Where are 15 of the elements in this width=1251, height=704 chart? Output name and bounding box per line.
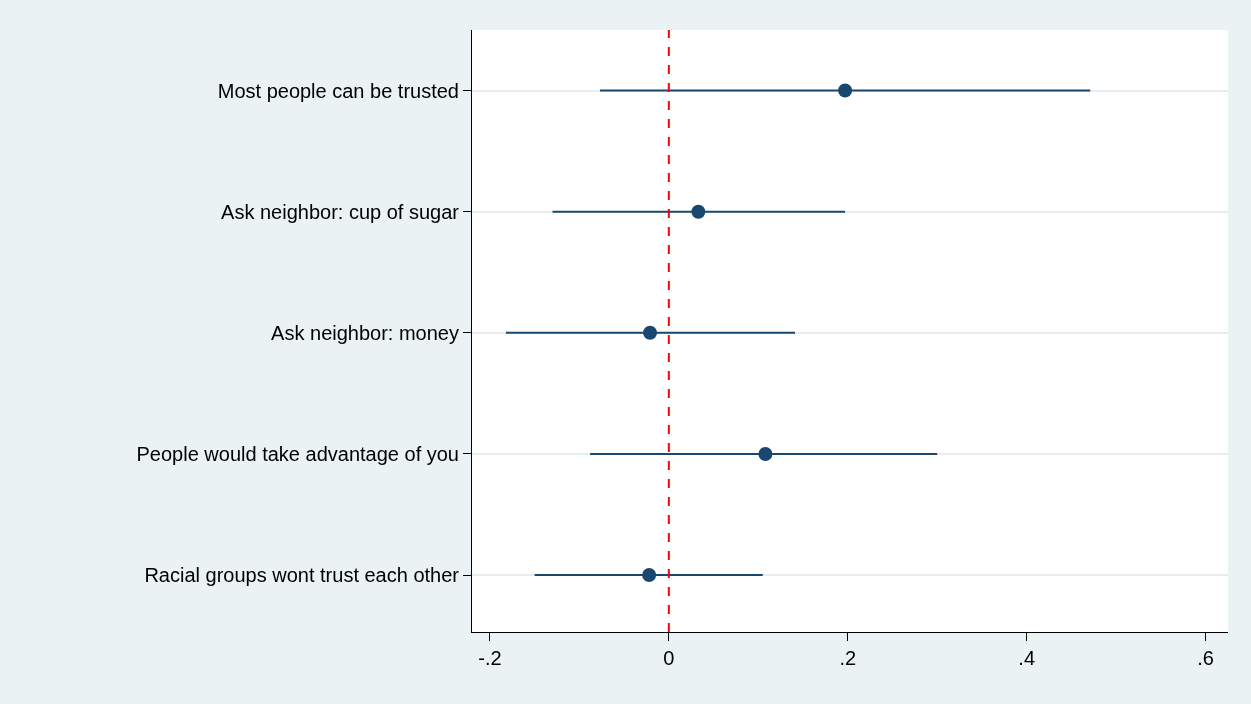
point <box>838 83 853 98</box>
point <box>642 568 657 583</box>
x-tick-label: -.2 <box>478 647 502 669</box>
y-tick-label: Ask neighbor: money <box>271 321 459 344</box>
x-tick-label: 0 <box>663 647 675 669</box>
point <box>643 325 658 340</box>
y-tick-label: Racial groups wont trust each other <box>144 564 460 587</box>
y-tick-label: People would take advantage of you <box>136 442 459 465</box>
y-tick-label: Most people can be trusted <box>217 79 459 102</box>
x-tick-label: .2 <box>839 647 857 669</box>
x-tick-label: .4 <box>1018 647 1036 669</box>
point <box>758 446 773 461</box>
x-tick-label: .6 <box>1197 647 1214 669</box>
y-tick-label: Ask neighbor: cup of sugar <box>221 200 460 223</box>
point <box>691 204 706 219</box>
